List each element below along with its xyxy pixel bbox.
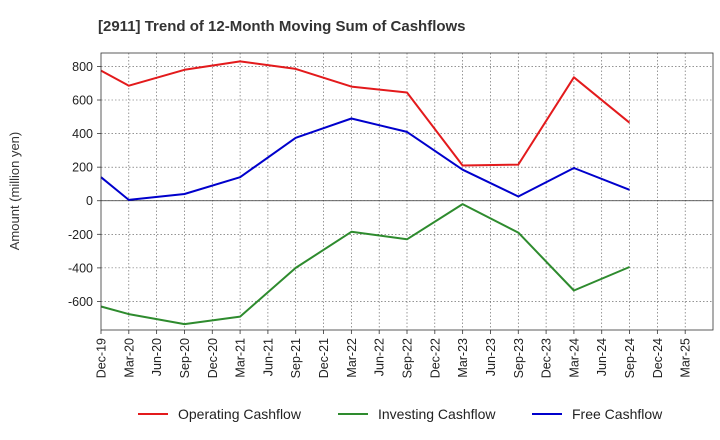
x-tick-label: Jun-21	[261, 338, 275, 376]
x-tick-label: Sep-20	[178, 338, 192, 378]
x-tick-label: Jun-20	[150, 338, 164, 376]
x-tick-label: Dec-20	[206, 338, 220, 378]
series-line-operating-cashflow	[100, 60, 631, 167]
y-tick-label: -200	[68, 228, 93, 242]
x-tick-label: Mar-20	[122, 338, 136, 378]
x-tick-label: Sep-21	[289, 338, 303, 378]
x-tick-label: Dec-23	[540, 338, 554, 378]
legend-label: Free Cashflow	[572, 406, 663, 422]
x-tick-label: Mar-24	[567, 338, 581, 378]
y-tick-label: 800	[72, 60, 93, 74]
x-tick-label: Dec-22	[428, 338, 442, 378]
series-line-investing-cashflow	[100, 203, 630, 326]
y-tick-label: 200	[72, 161, 93, 175]
x-tick-label: Mar-22	[345, 338, 359, 378]
x-tick-label: Mar-21	[234, 338, 248, 378]
legend: Operating Cashflow Investing Cashflow Free…	[138, 406, 663, 422]
y-tick-labels: 800 600 400 200 0 -200 -400 -600	[68, 60, 101, 309]
x-tick-label: Jun-24	[595, 338, 609, 376]
legend-label: Investing Cashflow	[378, 406, 496, 422]
legend-label: Operating Cashflow	[178, 406, 302, 422]
grid-lines	[101, 53, 713, 330]
x-tick-label: Dec-19	[95, 338, 109, 378]
x-tick-label: Dec-21	[317, 338, 331, 378]
x-tick-label: Jun-23	[484, 338, 498, 376]
x-tick-label: Mar-25	[679, 338, 693, 378]
x-tick-label: Mar-23	[456, 338, 470, 378]
chart-title: [2911] Trend of 12-Month Moving Sum of C…	[98, 18, 466, 35]
y-tick-label: -600	[68, 295, 93, 309]
x-tick-label: Jun-22	[373, 338, 387, 376]
x-tick-label: Sep-23	[512, 338, 526, 378]
series-line-free-cashflow	[100, 117, 630, 201]
x-tick-label: Sep-24	[623, 338, 637, 378]
x-tick-label: Dec-24	[651, 338, 665, 378]
x-tick-labels: Dec-19 Mar-20 Jun-20 Sep-20 Dec-20 Mar-21 Jun-…	[95, 330, 693, 378]
y-tick-label: 0	[86, 194, 93, 208]
y-tick-label: 600	[72, 94, 93, 108]
y-tick-label: -400	[68, 261, 93, 275]
y-axis-label: Amount (million yen)	[7, 132, 22, 251]
y-tick-label: 400	[72, 127, 93, 141]
x-tick-label: Sep-22	[401, 338, 415, 378]
series-lines	[100, 60, 631, 326]
